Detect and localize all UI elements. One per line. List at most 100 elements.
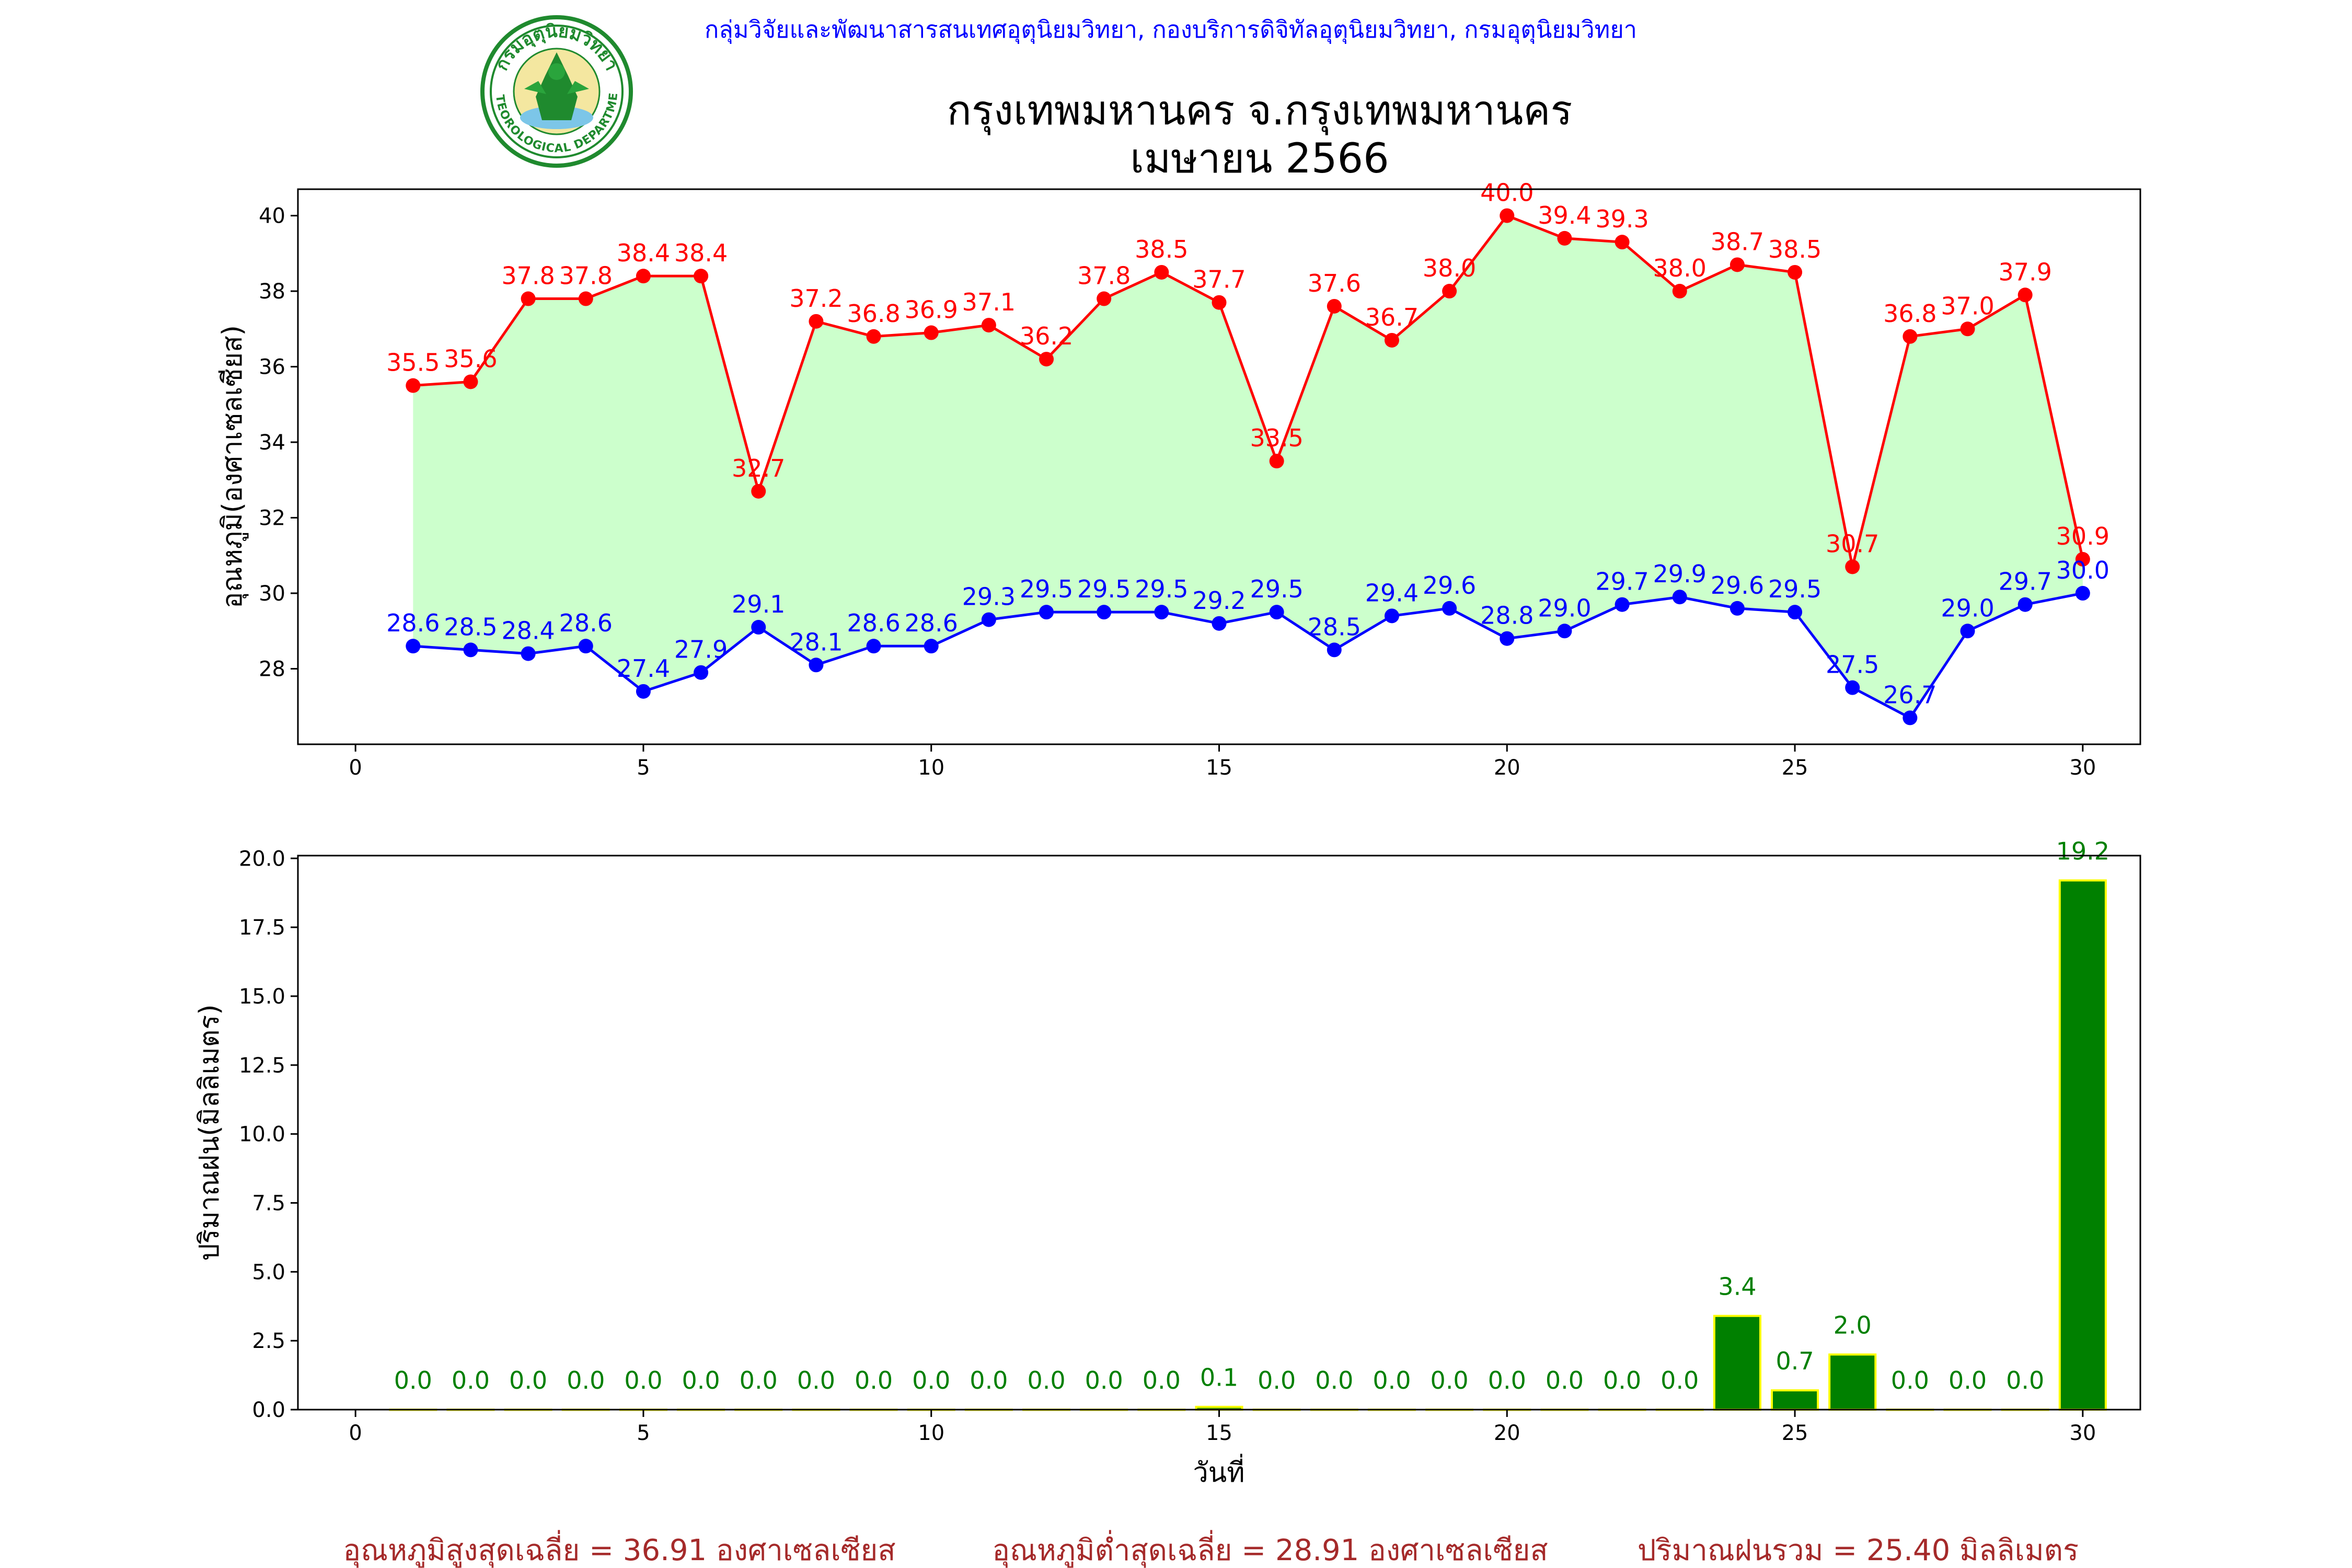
rainfall-y-tick-label: 2.5 bbox=[252, 1329, 285, 1353]
min-temperature-point bbox=[463, 642, 478, 658]
rainfall-data-label: 0.0 bbox=[452, 1366, 490, 1394]
min-temperature-data-label: 28.6 bbox=[905, 609, 958, 637]
temperature-y-tick-label: 34 bbox=[259, 431, 285, 455]
max-temperature-data-label: 38.7 bbox=[1711, 227, 1764, 256]
max-temperature-point bbox=[1557, 230, 1572, 246]
max-temperature-data-label: 32.7 bbox=[732, 454, 785, 482]
max-temperature-data-label: 36.8 bbox=[847, 299, 900, 328]
min-temperature-point bbox=[406, 639, 421, 654]
min-temperature-data-label: 29.5 bbox=[1768, 575, 1821, 603]
min-temperature-point bbox=[1384, 608, 1399, 624]
rainfall-x-tick-label: 20 bbox=[1494, 1421, 1520, 1445]
min-temperature-point bbox=[1154, 605, 1169, 620]
temperature-x-tick-label: 5 bbox=[637, 756, 650, 780]
max-temperature-data-label: 35.5 bbox=[386, 349, 440, 377]
rainfall-chart: 0.0 0.0 0.0 0.0 0.0 0.0 0.0 0.0 0.0 0.0 0.0 0.0 0.0 0… bbox=[194, 837, 2141, 1489]
min-temperature-data-label: 26.7 bbox=[1883, 681, 1936, 709]
max-temperature-data-label: 38.5 bbox=[1768, 235, 1821, 263]
max-temperature-point bbox=[1903, 329, 1918, 344]
rainfall-data-label: 0.0 bbox=[1143, 1366, 1181, 1394]
min-temperature-line bbox=[413, 592, 2083, 720]
rainfall-x-tick-label: 0 bbox=[349, 1421, 362, 1445]
max-temperature-data-label: 37.2 bbox=[789, 284, 843, 313]
max-temperature-line bbox=[413, 214, 2084, 568]
min-temperature-data-label: 27.4 bbox=[617, 654, 670, 683]
min-temperature-data-label: 28.5 bbox=[444, 613, 497, 641]
min-temperature-point bbox=[809, 658, 824, 673]
max-temperature-data-label: 40.0 bbox=[1480, 179, 1534, 207]
max-temperature-point bbox=[1845, 559, 1860, 574]
rainfall-bar bbox=[1771, 1389, 1819, 1411]
rainfall-data-label: 0.0 bbox=[1373, 1366, 1411, 1394]
min-temperature-data-label: 29.4 bbox=[1365, 579, 1419, 607]
min-temperature-data-label: 29.6 bbox=[1711, 571, 1764, 599]
rainfall-data-label: 0.0 bbox=[912, 1366, 950, 1394]
max-temperature-point bbox=[2017, 287, 2033, 303]
rainfall-x-tick-label: 5 bbox=[637, 1421, 650, 1445]
max-temperature-data-label: 39.3 bbox=[1595, 205, 1648, 233]
rainfall-y-tick-label: 20.0 bbox=[239, 847, 285, 871]
max-temperature-data-label: 36.8 bbox=[1883, 299, 1936, 328]
max-temperature-data-label: 36.2 bbox=[1020, 322, 1073, 350]
rainfall-data-label: 19.2 bbox=[2056, 837, 2109, 865]
min-temperature-data-label: 29.9 bbox=[1653, 560, 1707, 588]
rainfall-data-label: 0.0 bbox=[1027, 1366, 1065, 1394]
max-temperature-point bbox=[463, 374, 478, 389]
min-temperature-point bbox=[1845, 680, 1860, 695]
max-temperature-point bbox=[578, 291, 593, 306]
min-temperature-point bbox=[2075, 586, 2090, 601]
temperature-y-tick-label: 40 bbox=[259, 204, 285, 228]
max-temperature-point bbox=[809, 314, 824, 329]
min-temperature-data-label: 29.5 bbox=[1250, 575, 1303, 603]
min-temperature-data-label: 29.1 bbox=[732, 590, 785, 618]
rainfall-data-label: 0.0 bbox=[1488, 1366, 1526, 1394]
rainfall-data-label: 2.0 bbox=[1834, 1311, 1872, 1340]
rainfall-data-label: 0.0 bbox=[740, 1366, 778, 1394]
max-temperature-point bbox=[2075, 552, 2090, 567]
max-temperature-point bbox=[1154, 264, 1169, 280]
min-temperature-point bbox=[1788, 605, 1803, 620]
min-temperature-data-label: 29.6 bbox=[1423, 571, 1476, 599]
rainfall-data-label: 0.0 bbox=[567, 1366, 605, 1394]
rainfall-x-tick-label: 10 bbox=[918, 1421, 944, 1445]
rainfall-data-label: 0.0 bbox=[1661, 1366, 1699, 1394]
rainfall-x-axis-label: วันที่ bbox=[1193, 1454, 1244, 1489]
min-temperature-point bbox=[1039, 605, 1054, 620]
rainfall-data-label: 3.4 bbox=[1718, 1273, 1756, 1301]
min-temperature-data-label: 30.0 bbox=[2056, 556, 2109, 584]
rainfall-data-label: 0.0 bbox=[394, 1366, 432, 1394]
temperature-y-tick-label: 28 bbox=[259, 658, 285, 682]
chart-title-line1: กรุงเทพมหานคร จ.กรุงเทพมหานคร bbox=[947, 87, 1573, 135]
min-temperature-data-label: 29.0 bbox=[1538, 594, 1591, 622]
min-temperature-data-label: 29.0 bbox=[1941, 594, 1994, 622]
max-temperature-data-label: 36.9 bbox=[905, 296, 958, 324]
min-temperature-data-label: 29.5 bbox=[1020, 575, 1073, 603]
meteorological-department-logo: กรมอุตุนิยมวิทยา METEOROLOGICAL DEPARTME… bbox=[480, 15, 633, 168]
rainfall-y-tick-label: 12.5 bbox=[239, 1054, 285, 1078]
temperature-x-tick-label: 10 bbox=[918, 756, 944, 780]
max-temperature-point bbox=[406, 378, 421, 393]
min-temperature-point bbox=[2017, 597, 2033, 612]
rainfall-data-label: 0.0 bbox=[1891, 1366, 1929, 1394]
max-temperature-point bbox=[694, 269, 709, 284]
max-temperature-point bbox=[1788, 264, 1803, 280]
max-temperature-point bbox=[1327, 298, 1342, 314]
max-temperature-data-label: 37.7 bbox=[1192, 266, 1246, 294]
max-temperature-data-label: 30.9 bbox=[2056, 522, 2109, 550]
min-temperature-data-label: 29.2 bbox=[1192, 586, 1246, 615]
max-temperature-data-label: 37.8 bbox=[501, 262, 555, 290]
min-temperature-point bbox=[1269, 605, 1284, 620]
rainfall-data-label: 0.0 bbox=[509, 1366, 547, 1394]
max-temperature-data-label: 37.0 bbox=[1941, 292, 1994, 320]
min-temperature-point bbox=[1442, 601, 1457, 616]
rainfall-data-label: 0.0 bbox=[1949, 1366, 1987, 1394]
min-temperature-data-label: 28.8 bbox=[1480, 602, 1534, 630]
temperature-x-tick-label: 25 bbox=[1782, 756, 1808, 780]
min-temperature-point bbox=[636, 684, 651, 699]
max-temperature-point bbox=[924, 325, 939, 340]
min-temperature-point bbox=[1327, 642, 1342, 658]
temperature-y-tick-label: 36 bbox=[259, 355, 285, 379]
max-temperature-point bbox=[521, 291, 536, 306]
summary-total-rainfall: ปริมาณฝนรวม = 25.40 มิลลิเมตร bbox=[1638, 1534, 2079, 1567]
rainfall-data-label: 0.0 bbox=[1258, 1366, 1296, 1394]
